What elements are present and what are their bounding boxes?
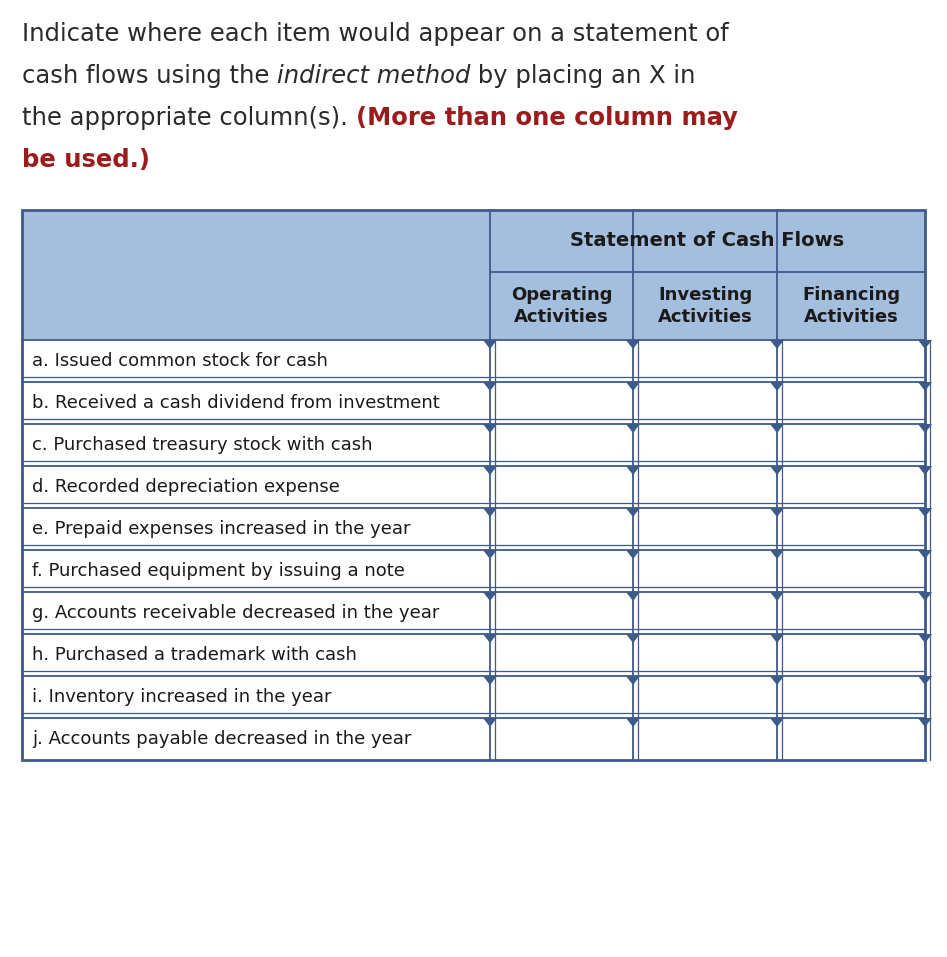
Polygon shape [770,508,784,517]
Polygon shape [483,340,497,349]
Polygon shape [770,340,784,349]
Polygon shape [918,508,932,517]
Polygon shape [626,550,640,559]
Polygon shape [770,634,784,643]
Polygon shape [626,340,640,349]
Bar [22,340,925,382]
Polygon shape [770,676,784,685]
Polygon shape [918,340,932,349]
Polygon shape [483,508,497,517]
Polygon shape [770,382,784,391]
Polygon shape [483,718,497,727]
Text: e. Prepaid expenses increased in the year: e. Prepaid expenses increased in the yea… [32,520,410,538]
Polygon shape [770,550,784,559]
Polygon shape [918,634,932,643]
Polygon shape [918,424,932,433]
Polygon shape [770,592,784,601]
Text: Operating
Activities: Operating Activities [510,286,613,326]
Polygon shape [483,466,497,475]
Bar [22,466,925,508]
Text: c. Purchased treasury stock with cash: c. Purchased treasury stock with cash [32,436,372,454]
Text: i. Inventory increased in the year: i. Inventory increased in the year [32,688,331,706]
Text: Financing
Activities: Financing Activities [802,286,900,326]
Text: b. Received a cash dividend from investment: b. Received a cash dividend from investm… [32,394,439,412]
Bar [22,424,925,466]
Polygon shape [483,676,497,685]
Bar [22,676,925,718]
Bar [22,382,925,424]
Polygon shape [626,676,640,685]
Text: by placing an X in: by placing an X in [471,64,696,88]
Polygon shape [918,550,932,559]
Text: Investing
Activities: Investing Activities [657,286,752,326]
Polygon shape [483,550,497,559]
Text: cash flows using the: cash flows using the [22,64,277,88]
Polygon shape [770,466,784,475]
Bar [22,210,925,760]
Polygon shape [626,382,640,391]
Text: (More than one column may: (More than one column may [356,106,738,130]
Polygon shape [626,718,640,727]
Text: the appropriate column(s).: the appropriate column(s). [22,106,356,130]
Text: a. Issued common stock for cash: a. Issued common stock for cash [32,352,328,370]
Text: j. Accounts payable decreased in the year: j. Accounts payable decreased in the yea… [32,730,411,748]
Polygon shape [626,634,640,643]
Polygon shape [626,424,640,433]
Bar [22,508,925,550]
Polygon shape [770,718,784,727]
Bar [22,550,925,592]
Polygon shape [918,676,932,685]
Text: g. Accounts receivable decreased in the year: g. Accounts receivable decreased in the … [32,604,439,622]
Text: indirect method: indirect method [277,64,471,88]
Bar [22,718,925,760]
Polygon shape [626,466,640,475]
Text: Statement of Cash Flows: Statement of Cash Flows [570,232,845,251]
Polygon shape [626,508,640,517]
Text: Indicate where each item would appear on a statement of: Indicate where each item would appear on… [22,22,729,46]
Polygon shape [918,466,932,475]
Bar [22,634,925,676]
Polygon shape [483,592,497,601]
Polygon shape [770,424,784,433]
Text: be used.): be used.) [22,148,150,172]
Bar [22,210,925,340]
Polygon shape [483,634,497,643]
Polygon shape [626,592,640,601]
Polygon shape [483,424,497,433]
Text: h. Purchased a trademark with cash: h. Purchased a trademark with cash [32,646,357,664]
Text: d. Recorded depreciation expense: d. Recorded depreciation expense [32,478,340,496]
Bar [22,592,925,634]
Polygon shape [918,718,932,727]
Polygon shape [918,382,932,391]
Text: f. Purchased equipment by issuing a note: f. Purchased equipment by issuing a note [32,562,405,580]
Polygon shape [483,382,497,391]
Polygon shape [918,592,932,601]
